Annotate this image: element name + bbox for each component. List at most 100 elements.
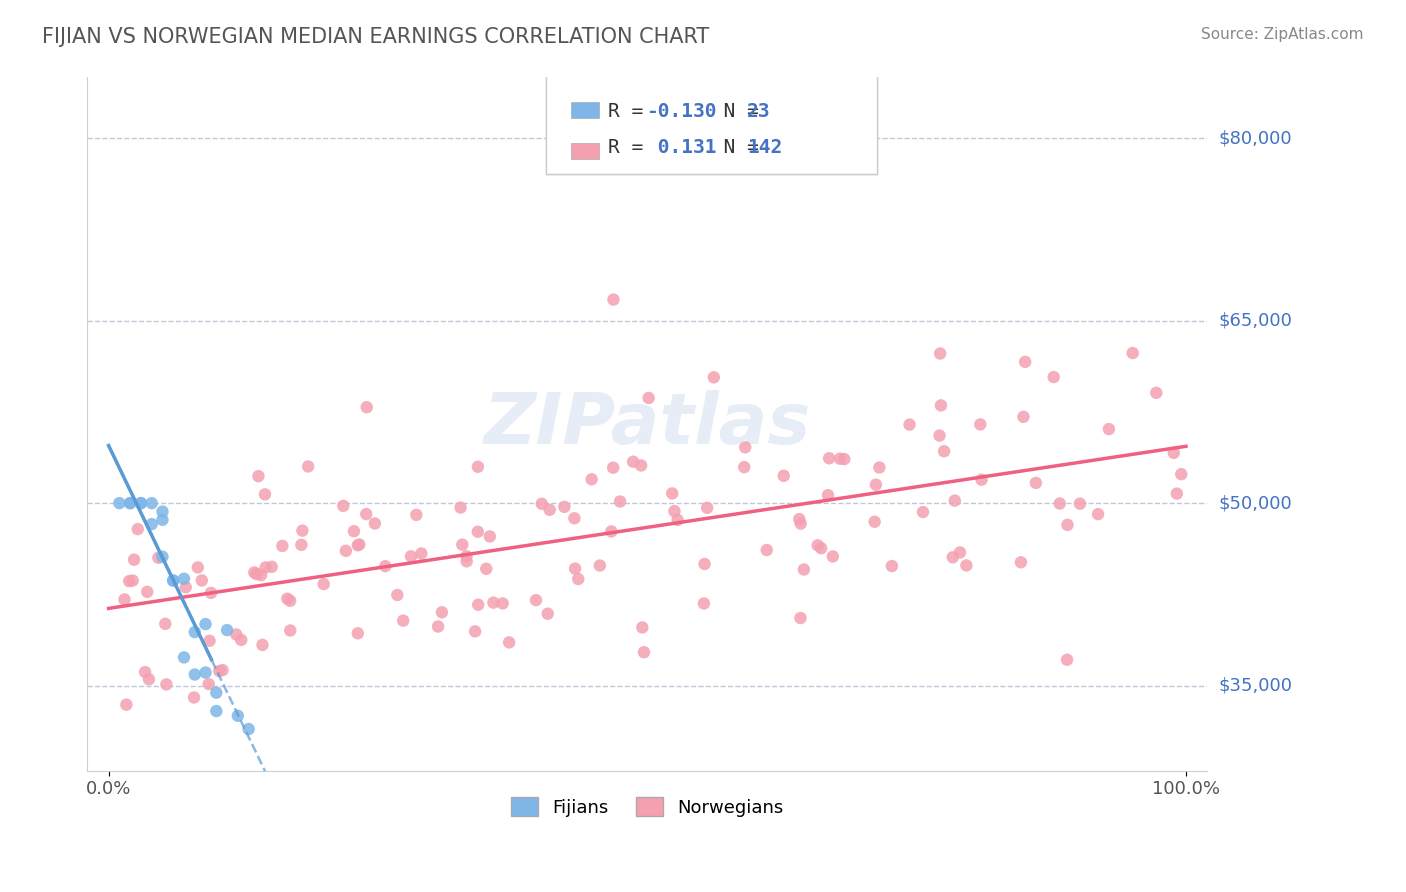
Text: R =: R = <box>607 138 655 157</box>
Point <box>1166 486 1188 500</box>
Point <box>155 677 177 691</box>
Point <box>271 539 294 553</box>
Point <box>478 529 501 543</box>
Point <box>108 496 131 510</box>
Point <box>666 513 689 527</box>
Point <box>122 552 145 566</box>
FancyBboxPatch shape <box>571 103 599 118</box>
Point <box>498 635 520 649</box>
Point <box>217 623 239 637</box>
Point <box>451 538 474 552</box>
Point <box>969 417 991 432</box>
Point <box>162 574 184 588</box>
Point <box>602 460 624 475</box>
Point <box>734 440 756 454</box>
Point <box>226 708 249 723</box>
Point <box>1170 467 1192 482</box>
Point <box>141 496 163 510</box>
Point <box>1042 370 1064 384</box>
Point <box>630 458 652 473</box>
Point <box>1122 346 1144 360</box>
Point <box>120 496 142 510</box>
Point <box>467 598 489 612</box>
Point <box>243 566 266 580</box>
FancyBboxPatch shape <box>547 70 877 175</box>
Point <box>290 538 312 552</box>
Point <box>183 690 205 705</box>
Point <box>356 507 378 521</box>
Point <box>467 459 489 474</box>
Point <box>411 547 433 561</box>
Point <box>868 460 890 475</box>
Point <box>253 487 276 501</box>
Point <box>152 549 174 564</box>
Point <box>335 543 357 558</box>
Point <box>1069 497 1091 511</box>
Point <box>898 417 921 432</box>
Point <box>121 574 143 588</box>
Point <box>278 593 301 607</box>
Point <box>865 477 887 491</box>
Point <box>297 459 319 474</box>
Point <box>1087 507 1109 521</box>
Point <box>911 505 934 519</box>
Point <box>1144 385 1167 400</box>
Point <box>205 686 228 700</box>
Point <box>609 494 631 508</box>
FancyBboxPatch shape <box>571 143 599 159</box>
Point <box>456 554 478 568</box>
Point <box>942 550 965 565</box>
Point <box>155 616 177 631</box>
Point <box>564 561 586 575</box>
Point <box>405 508 427 522</box>
Point <box>194 617 217 632</box>
Point <box>252 638 274 652</box>
Text: 0.131: 0.131 <box>647 138 717 157</box>
Point <box>464 624 486 639</box>
Text: $50,000: $50,000 <box>1219 494 1292 512</box>
Point <box>755 543 778 558</box>
Point <box>703 370 725 384</box>
Point <box>602 293 624 307</box>
Point <box>475 562 498 576</box>
Text: N =: N = <box>700 103 770 121</box>
Point <box>581 472 603 486</box>
Text: ZIPatlas: ZIPatlas <box>484 390 811 458</box>
Point <box>127 522 149 536</box>
Legend: Fijians, Norwegians: Fijians, Norwegians <box>503 790 790 824</box>
Point <box>136 585 159 599</box>
Point <box>621 455 644 469</box>
Point <box>832 452 855 467</box>
Point <box>197 677 219 691</box>
Point <box>955 558 977 573</box>
Point <box>120 496 142 510</box>
Point <box>537 607 560 621</box>
Point <box>141 517 163 532</box>
Point <box>492 596 515 610</box>
Point <box>392 614 415 628</box>
Point <box>600 524 623 539</box>
Point <box>174 580 197 594</box>
Point <box>1056 653 1078 667</box>
Point <box>184 625 207 640</box>
Point <box>364 516 387 531</box>
Point <box>129 496 152 510</box>
Point <box>430 605 453 619</box>
Point <box>482 596 505 610</box>
Point <box>1049 496 1071 510</box>
Point <box>247 469 270 483</box>
Point <box>793 562 815 576</box>
Point <box>356 401 378 415</box>
Point <box>134 665 156 679</box>
Text: 23: 23 <box>747 103 770 121</box>
Point <box>1014 355 1036 369</box>
Point <box>530 497 553 511</box>
Point <box>467 524 489 539</box>
Text: -0.130: -0.130 <box>647 103 717 121</box>
Point <box>225 627 247 641</box>
Point <box>1012 409 1035 424</box>
Text: 142: 142 <box>747 138 782 157</box>
Point <box>733 460 755 475</box>
Point <box>1025 475 1047 490</box>
Point <box>187 560 209 574</box>
